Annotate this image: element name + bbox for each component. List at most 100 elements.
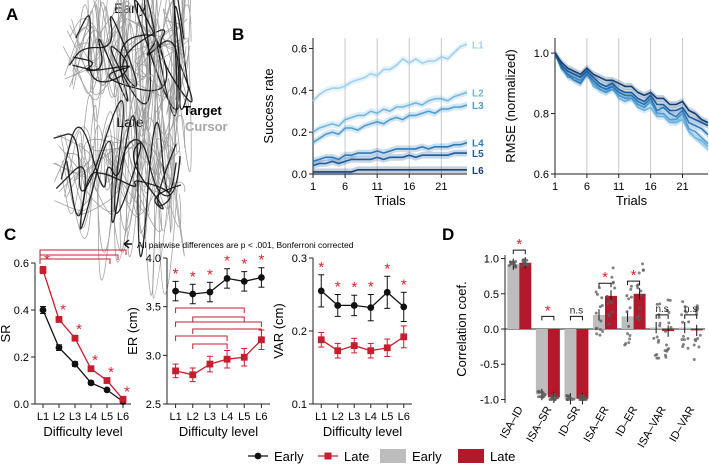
data-point [610,275,614,279]
significance-star: * [401,276,407,293]
data-point [635,284,639,288]
data-point [611,266,615,270]
x-tick-label: L4 [365,411,377,423]
data-point [666,298,670,302]
y-tick-label: 2.5 [146,399,161,411]
data-point [514,259,518,263]
pairwise-bracket [175,321,262,327]
series-label-L1: L1 [472,40,484,51]
series-line-L5 [312,152,467,167]
data-point [652,336,656,340]
data-point [572,397,576,401]
y-tick-label: 0.2 [292,127,307,139]
trajectory-path [69,18,182,95]
x-tick-label: 6 [342,181,348,193]
point-late [334,347,342,355]
point-late [71,334,79,342]
point-late [367,347,375,355]
x-axis-label: Trials [616,193,648,208]
panel-a: Early Late Target Cursor [53,0,228,299]
data-point [692,343,696,347]
significance-star: * [318,259,324,276]
data-point [553,394,557,398]
pairwise-bracket [39,254,119,260]
point-late [317,336,325,344]
data-point [694,339,698,343]
significance-star: * [335,279,341,296]
data-point [601,329,605,333]
data-point [667,311,671,315]
significance-star: * [384,260,390,277]
data-point [627,297,631,301]
series-band-L2 [555,49,708,151]
data-point [628,306,632,310]
data-point [629,287,633,291]
series-band-L3 [313,101,467,146]
data-point [681,345,685,349]
pairwise-bracket [192,343,228,349]
data-point [536,395,540,399]
x-tick-label: 11 [371,181,382,193]
point-early [400,303,408,311]
bar-early [564,329,577,399]
data-point [627,324,631,328]
pairwise-bracket [175,307,245,313]
data-point [607,312,611,316]
series-line-L1 [312,43,468,102]
x-tick-label: L5 [381,411,393,423]
point-early [87,379,95,387]
significance-star: * [173,265,179,282]
significance-label: n.s [684,304,697,315]
legend-early-bar [380,449,406,463]
x-axis-label: Difficulty level [323,424,402,439]
data-point [697,345,701,349]
data-point [524,262,528,266]
x-tick-label: ID–ER [614,404,641,438]
point-early [189,290,197,298]
data-point [508,260,512,264]
data-point [594,311,598,315]
data-point [663,329,667,333]
point-early [258,274,265,281]
trajectory-path [61,46,187,299]
trajectory-path [65,115,186,215]
y-tick-label: 3.0 [146,350,161,362]
point-early [172,287,179,295]
significance-star: * [368,279,374,296]
x-tick-label: L3 [348,411,360,423]
data-point [658,321,662,325]
panel-label-c: C [4,225,16,244]
trajectory-path [60,126,181,197]
x-tick-label: L6 [255,411,267,423]
series-label-L4: L4 [472,139,484,150]
trajectory-path [54,74,185,257]
point-early [55,344,63,351]
point-early [240,277,248,285]
data-point [553,397,557,401]
y-tick-label: 0.8 [534,109,549,121]
x-tick-label: ID–SR [556,404,583,438]
x-tick-label: ISA–SR [524,404,554,444]
series-label-L5: L5 [472,149,484,160]
bar-early [507,264,520,329]
trajectory-path [69,0,192,165]
data-point [687,320,691,324]
data-point [656,340,660,344]
series-label-L2: L2 [472,88,484,99]
data-point [655,353,659,357]
y-tick-label: 0.6 [534,169,549,181]
legend-late-label: Late [344,449,369,464]
significance-label: * [545,302,551,319]
pairwise-bracket [192,328,262,334]
significance-star: * [92,352,98,369]
x-tick-label: L1 [315,411,327,423]
point-early [350,302,358,309]
pairwise-bracket [192,316,245,322]
data-point [595,332,599,336]
data-point [629,284,633,288]
series-line-L3 [312,104,468,144]
data-point [696,337,700,341]
series-band-L4 [555,49,708,139]
data-point [624,341,628,345]
panel-label-a: A [6,5,18,24]
